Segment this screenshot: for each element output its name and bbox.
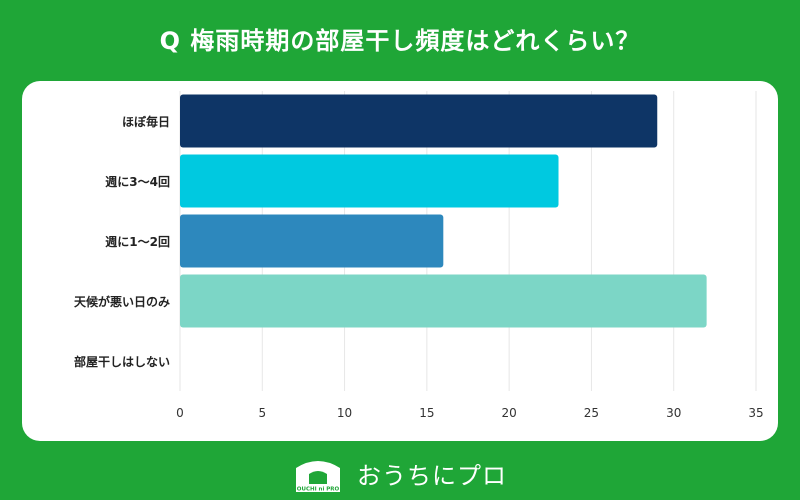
category-label: 部屋干しはしない: [74, 354, 170, 369]
bar: [180, 214, 444, 268]
x-tick-label: 10: [337, 406, 352, 420]
category-label: 天候が悪い日のみ: [74, 294, 170, 309]
house-logo-icon: OUCHI ni PRO: [296, 461, 340, 493]
category-label: 週に3～4回: [105, 174, 170, 189]
category-label: ほぼ毎日: [122, 114, 170, 129]
x-tick-label: 25: [584, 406, 599, 420]
bar-chart: 0 5 10 15 20 25 30 35 ほぼ毎日週に3～4回週に1～2回天候が悪い日のみ部屋…: [74, 91, 764, 420]
bar: [180, 274, 707, 328]
bar: [180, 154, 559, 208]
x-tick-label: 35: [748, 406, 763, 420]
bar: [180, 94, 658, 148]
x-tick-label: 20: [502, 406, 517, 420]
x-tick-label: 30: [666, 406, 681, 420]
x-tick-label: 0: [176, 406, 184, 420]
brand-name: おうちにプロ: [357, 461, 507, 490]
x-tick-label: 5: [258, 406, 266, 420]
logo-text: OUCHI ni PRO: [297, 487, 340, 493]
x-tick-label: 15: [419, 406, 434, 420]
category-label: 週に1～2回: [105, 234, 170, 249]
chart-card: 0 5 10 15 20 25 30 35 ほぼ毎日週に3～4回 週に1～2回天候が悪い日のみ 部屋…: [22, 81, 778, 441]
chart-title: Q 梅雨時期の部屋干し頻度はどれくらい？: [159, 26, 641, 55]
footer: OUCHI ni PRO おうちにプロ: [0, 446, 800, 500]
